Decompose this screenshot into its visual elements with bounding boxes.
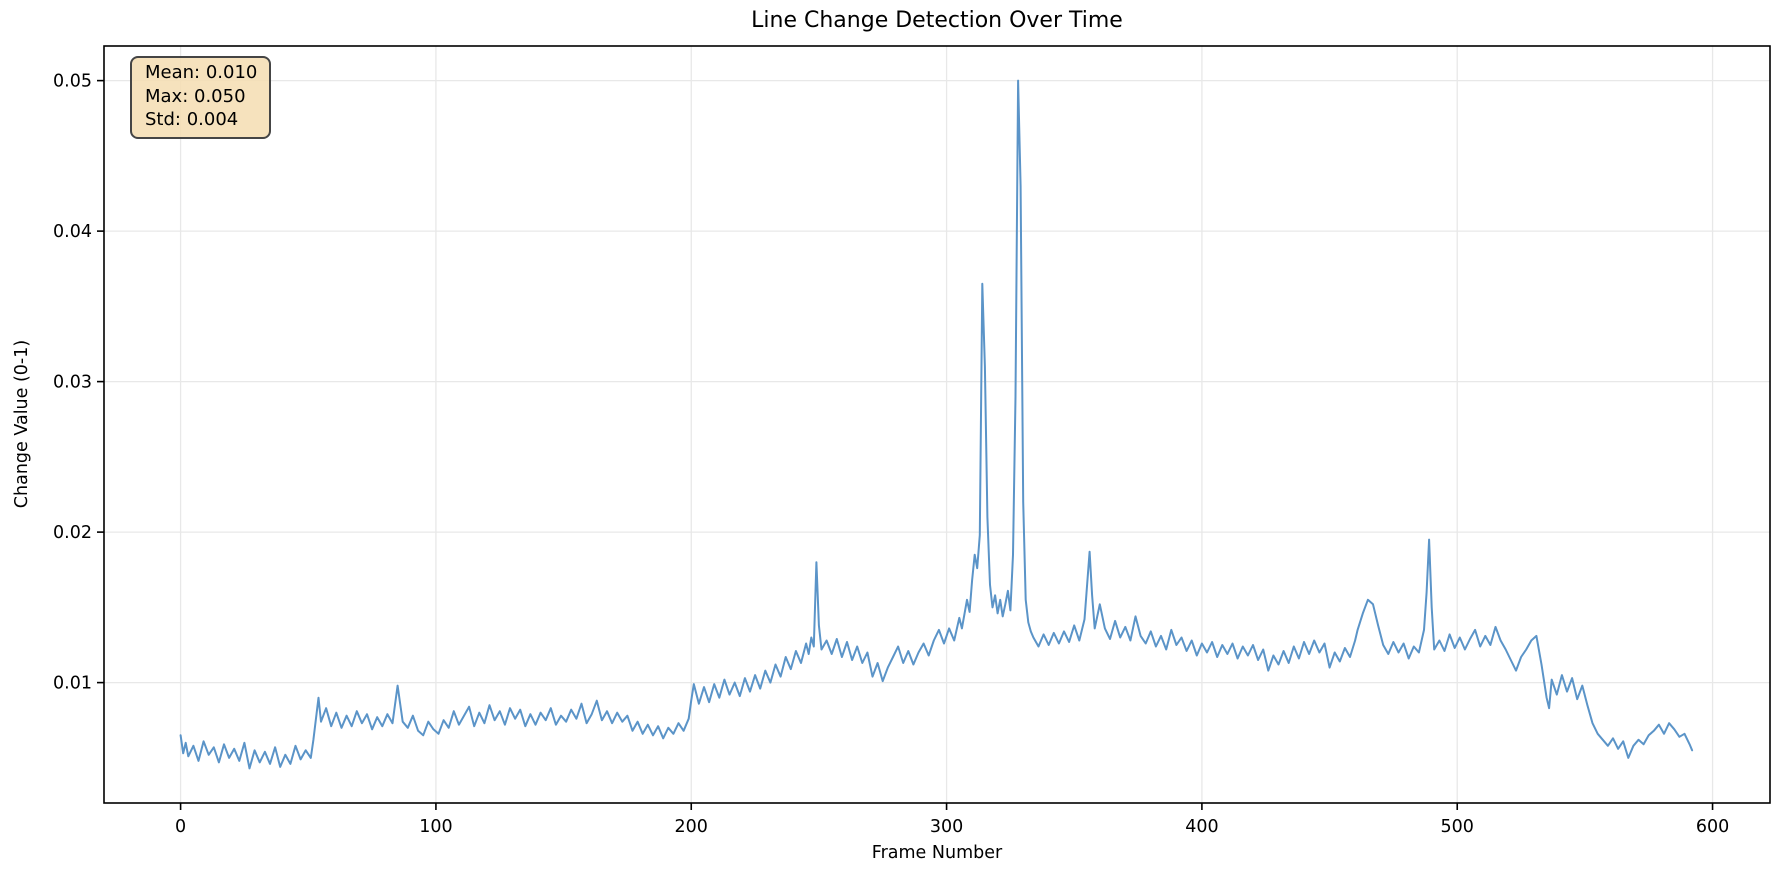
stat-std: Std: 0.004 bbox=[145, 109, 239, 130]
x-tick-label: 300 bbox=[930, 817, 963, 837]
x-tick-label: 400 bbox=[1185, 817, 1218, 837]
grid-layer bbox=[104, 46, 1770, 803]
change-value-line bbox=[179, 79, 1694, 770]
y-tick-label: 0.02 bbox=[53, 523, 92, 543]
tick-layer: 0 100 200 300 400 500 600 0.01 0.02 0.03 0.04 0.05 bbox=[53, 72, 1729, 837]
y-tick-label: 0.03 bbox=[53, 373, 92, 393]
stat-mean: Mean: 0.010 bbox=[145, 62, 258, 83]
y-axis-label: Change Value (0-1) bbox=[12, 339, 32, 509]
x-tick-label: 500 bbox=[1441, 817, 1474, 837]
stat-max: Max: 0.050 bbox=[145, 85, 246, 107]
x-axis-label: Frame Number bbox=[871, 843, 1003, 863]
stats-annotation-box: Mean: 0.010 Max: 0.050 Std: 0.004 bbox=[130, 56, 272, 139]
x-tick-label: 200 bbox=[675, 817, 708, 837]
plot-border bbox=[103, 45, 1771, 804]
x-tick-label: 600 bbox=[1696, 817, 1729, 837]
y-tick-label: 0.01 bbox=[53, 674, 92, 694]
chart-title: Line Change Detection Over Time bbox=[751, 8, 1123, 33]
y-tick-label: 0.04 bbox=[53, 222, 92, 242]
x-tick-label: 100 bbox=[419, 817, 452, 837]
x-tick-label: 0 bbox=[175, 817, 186, 837]
y-tick-label: 0.05 bbox=[53, 72, 92, 92]
